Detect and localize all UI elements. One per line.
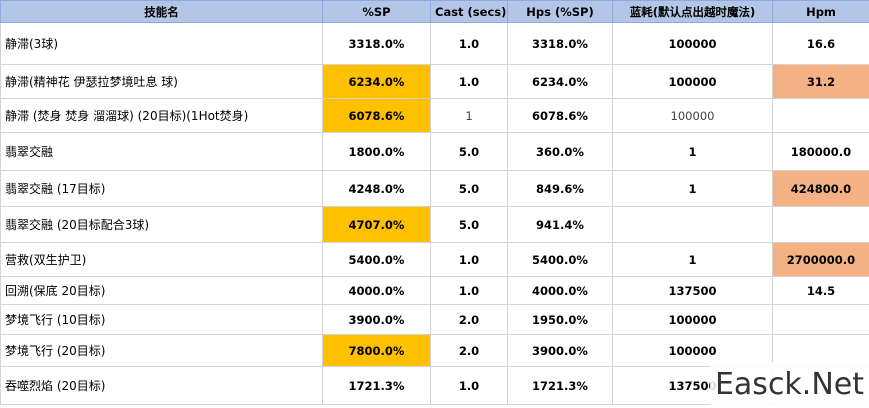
value-cell: 1 <box>612 242 773 277</box>
skill-name-cell: 翡翠交融 (17目标) <box>0 170 323 207</box>
value-cell: 4248.0% <box>322 170 431 207</box>
header-cell: %SP <box>322 0 431 23</box>
value-cell: 5.0 <box>430 132 508 171</box>
table-row: 梦境飞行 (10目标) 3900.0% 2.0 1950.0% 100000 <box>0 304 869 335</box>
value-cell: 3318.0% <box>507 22 613 65</box>
table-row: 翡翠交融 (20目标配合3球) 4707.0% 5.0 941.4% <box>0 206 869 243</box>
value-cell: 100000 <box>612 98 773 133</box>
value-cell: 180000.0 <box>772 132 869 171</box>
value-cell: 360.0% <box>507 132 613 171</box>
table-row: 营救(双生护卫) 5400.0% 1.0 5400.0% 1 2700000.0 <box>0 242 869 277</box>
value-cell: 5.0 <box>430 206 508 243</box>
value-cell: 6078.6% <box>507 98 613 133</box>
value-cell: 6078.6% <box>322 98 431 133</box>
header-cell: 蓝耗(默认点出越时魔法) <box>612 0 773 23</box>
value-cell: 31.2 <box>772 64 869 99</box>
table-row: 翡翠交融 1800.0% 5.0 360.0% 1 180000.0 <box>0 132 869 171</box>
value-cell: 3900.0% <box>507 334 613 367</box>
value-cell: 424800.0 <box>772 170 869 207</box>
header-cell: Hpm <box>772 0 869 23</box>
header-cell: Cast (secs) <box>430 0 508 23</box>
watermark: Easck.Net <box>710 362 869 408</box>
skill-name-cell: 吞噬烈焰 (20目标) <box>0 366 323 405</box>
skill-name-cell: 静滞(精神花 伊瑟拉梦境吐息 球) <box>0 64 323 99</box>
value-cell <box>772 334 869 367</box>
value-cell: 4000.0% <box>507 276 613 305</box>
value-cell: 6234.0% <box>322 64 431 99</box>
table-row: 静滞(3球) 3318.0% 1.0 3318.0% 100000 16.6 <box>0 22 869 65</box>
skill-name-cell: 营救(双生护卫) <box>0 242 323 277</box>
value-cell: 1.0 <box>430 22 508 65</box>
value-cell: 16.6 <box>772 22 869 65</box>
value-cell: 5400.0% <box>322 242 431 277</box>
header-cell: 技能名 <box>0 0 323 23</box>
value-cell: 1 <box>430 98 508 133</box>
value-cell: 4000.0% <box>322 276 431 305</box>
table-row: 静滞 (焚身 焚身 溜溜球) (20目标)(1Hot焚身) 6078.6% 1 607… <box>0 98 869 133</box>
value-cell: 6234.0% <box>507 64 613 99</box>
skill-name-cell: 静滞(3球) <box>0 22 323 65</box>
table-body: 静滞(3球) 3318.0% 1.0 3318.0% 100000 16.6 静滞(精神花 … <box>0 22 869 405</box>
value-cell <box>612 206 773 243</box>
value-cell: 100000 <box>612 64 773 99</box>
value-cell: 14.5 <box>772 276 869 305</box>
skill-name-cell: 回溯(保底 20目标) <box>0 276 323 305</box>
value-cell <box>772 98 869 133</box>
value-cell: 3900.0% <box>322 304 431 335</box>
table-row: 静滞(精神花 伊瑟拉梦境吐息 球) 6234.0% 1.0 6234.0% 100000… <box>0 64 869 99</box>
value-cell: 2.0 <box>430 334 508 367</box>
skill-name-cell: 静滞 (焚身 焚身 溜溜球) (20目标)(1Hot焚身) <box>0 98 323 133</box>
value-cell: 1.0 <box>430 242 508 277</box>
value-cell: 849.6% <box>507 170 613 207</box>
header-cell: Hps (%SP) <box>507 0 613 23</box>
table-row: 翡翠交融 (17目标) 4248.0% 5.0 849.6% 1 424800.0 <box>0 170 869 207</box>
value-cell <box>772 304 869 335</box>
skill-name-cell: 梦境飞行 (10目标) <box>0 304 323 335</box>
value-cell: 1950.0% <box>507 304 613 335</box>
value-cell: 4707.0% <box>322 206 431 243</box>
header-row: 技能名 %SP Cast (secs) Hps (%SP) 蓝耗(默认点出越时魔法) Hp… <box>0 0 869 23</box>
skill-name-cell: 翡翠交融 (20目标配合3球) <box>0 206 323 243</box>
value-cell: 2.0 <box>430 304 508 335</box>
value-cell: 941.4% <box>507 206 613 243</box>
value-cell: 1 <box>612 132 773 171</box>
table-row: 梦境飞行 (20目标) 7800.0% 2.0 3900.0% 100000 <box>0 334 869 367</box>
value-cell: 5.0 <box>430 170 508 207</box>
value-cell <box>772 206 869 243</box>
value-cell: 7800.0% <box>322 334 431 367</box>
value-cell: 100000 <box>612 22 773 65</box>
value-cell: 1721.3% <box>322 366 431 405</box>
value-cell: 1800.0% <box>322 132 431 171</box>
value-cell: 100000 <box>612 334 773 367</box>
value-cell: 100000 <box>612 304 773 335</box>
value-cell: 1.0 <box>430 276 508 305</box>
value-cell: 137500 <box>612 276 773 305</box>
value-cell: 5400.0% <box>507 242 613 277</box>
value-cell: 1.0 <box>430 64 508 99</box>
value-cell: 3318.0% <box>322 22 431 65</box>
skill-name-cell: 梦境飞行 (20目标) <box>0 334 323 367</box>
value-cell: 1721.3% <box>507 366 613 405</box>
skill-name-cell: 翡翠交融 <box>0 132 323 171</box>
value-cell: 1.0 <box>430 366 508 405</box>
table-row: 回溯(保底 20目标) 4000.0% 1.0 4000.0% 137500 14.5 <box>0 276 869 305</box>
value-cell: 1 <box>612 170 773 207</box>
value-cell: 2700000.0 <box>772 242 869 277</box>
